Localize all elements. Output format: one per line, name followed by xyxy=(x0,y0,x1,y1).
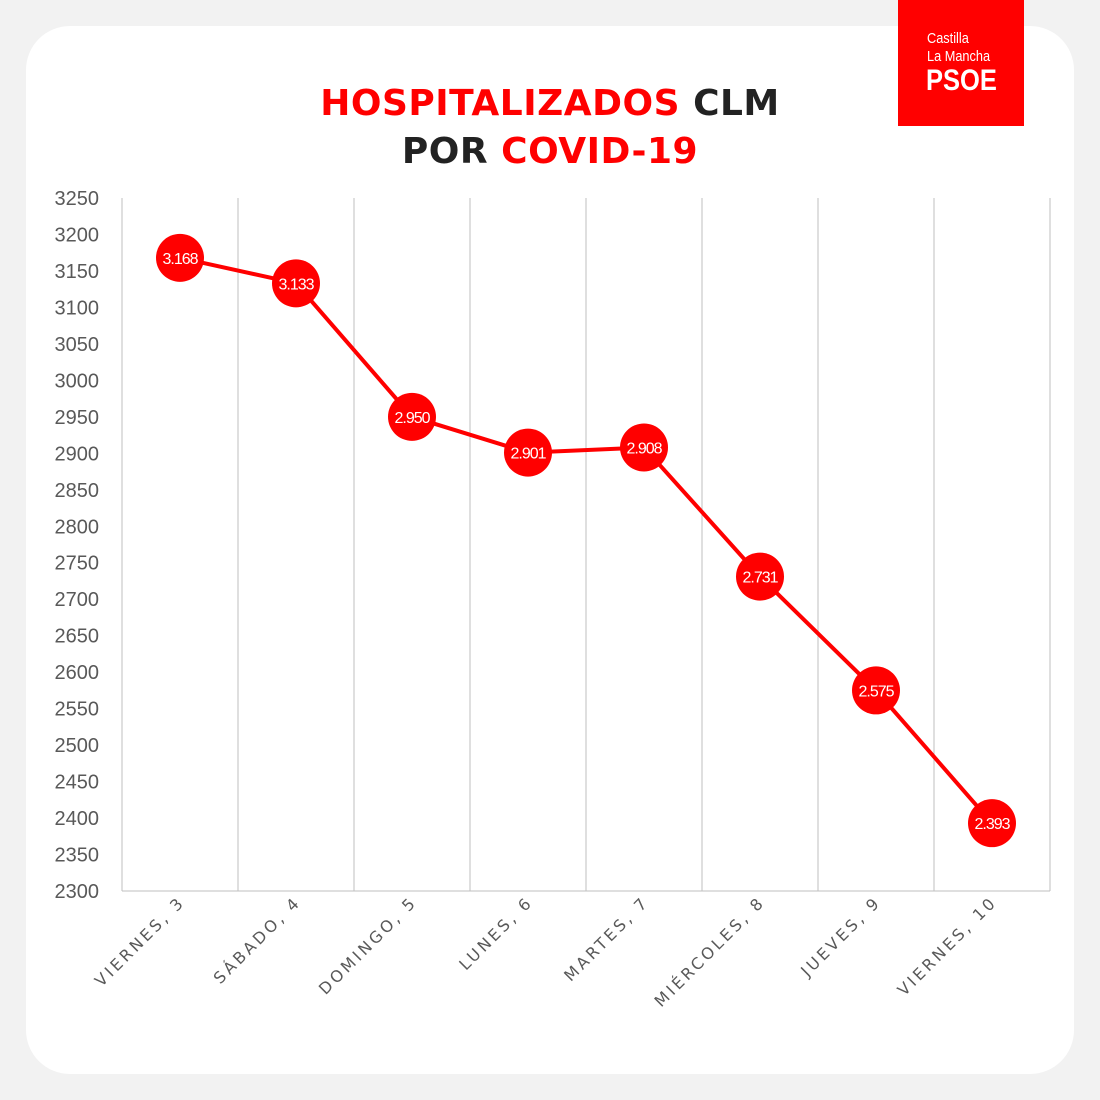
chart-title-line2: POR COVID-19 xyxy=(0,132,1100,172)
y-tick-label: 2850 xyxy=(55,480,100,502)
y-tick-label: 3150 xyxy=(55,261,100,283)
card-background xyxy=(26,26,1074,1074)
data-label: 3.168 xyxy=(162,251,198,268)
y-tick-label: 2750 xyxy=(55,553,100,575)
title-red-2: COVID-19 xyxy=(501,131,699,172)
data-point xyxy=(852,666,900,715)
psoe-logo: Castilla La Mancha PSOE xyxy=(898,0,1024,126)
y-tick-label: 2900 xyxy=(55,443,100,465)
x-tick-label: VIERNES, 10 xyxy=(894,892,1001,999)
x-tick-label: JUEVES, 9 xyxy=(796,892,884,980)
y-tick-label: 2550 xyxy=(55,699,100,721)
data-point xyxy=(736,552,784,601)
y-tick-label: 2350 xyxy=(55,845,100,867)
y-tick-label: 2800 xyxy=(55,516,100,538)
data-point xyxy=(504,428,552,477)
y-tick-label: 3100 xyxy=(55,297,100,319)
data-label: 2.731 xyxy=(742,570,778,587)
y-tick-label: 2450 xyxy=(55,772,100,794)
y-tick-label: 3200 xyxy=(55,224,100,246)
logo-line3: PSOE xyxy=(926,64,997,97)
y-tick-label: 2700 xyxy=(55,589,100,611)
y-tick-label: 3000 xyxy=(55,370,100,392)
logo-line2: La Mancha xyxy=(927,48,991,65)
data-point xyxy=(968,799,1016,848)
y-tick-label: 3250 xyxy=(55,188,100,210)
logo-line1: Castilla xyxy=(927,30,969,47)
y-tick-label: 3050 xyxy=(55,334,100,356)
data-label: 2.950 xyxy=(394,410,430,427)
y-tick-label: 2650 xyxy=(55,626,100,648)
y-tick-label: 2400 xyxy=(55,808,100,830)
series-line xyxy=(179,255,994,825)
x-tick-label: SÁBADO, 4 xyxy=(210,892,305,987)
data-label: 2.575 xyxy=(858,683,894,700)
data-point xyxy=(156,233,204,282)
title-dark-2: POR xyxy=(401,131,489,172)
data-label: 2.901 xyxy=(510,446,546,463)
data-point xyxy=(272,259,320,308)
y-tick-label: 2500 xyxy=(55,735,100,757)
data-label: 2.393 xyxy=(974,816,1010,833)
data-point xyxy=(620,423,668,472)
x-tick-label: DOMINGO, 5 xyxy=(315,892,421,998)
y-tick-label: 2950 xyxy=(55,407,100,429)
x-tick-label: LUNES, 6 xyxy=(455,892,537,974)
title-red-1: HOSPITALIZADOS xyxy=(320,83,681,124)
y-tick-label: 2300 xyxy=(55,881,100,903)
data-label: 3.133 xyxy=(278,276,314,293)
chart-title-line1: HOSPITALIZADOS CLM xyxy=(0,84,1100,124)
data-label: 2.908 xyxy=(626,440,662,457)
data-point xyxy=(388,392,436,441)
y-tick-label: 2600 xyxy=(55,662,100,684)
title-dark-1: CLM xyxy=(693,83,780,124)
x-tick-label: VIERNES, 3 xyxy=(91,892,189,990)
x-tick-label: MIÉRCOLES, 8 xyxy=(651,892,769,1010)
x-tick-label: MARTES, 7 xyxy=(560,892,653,985)
